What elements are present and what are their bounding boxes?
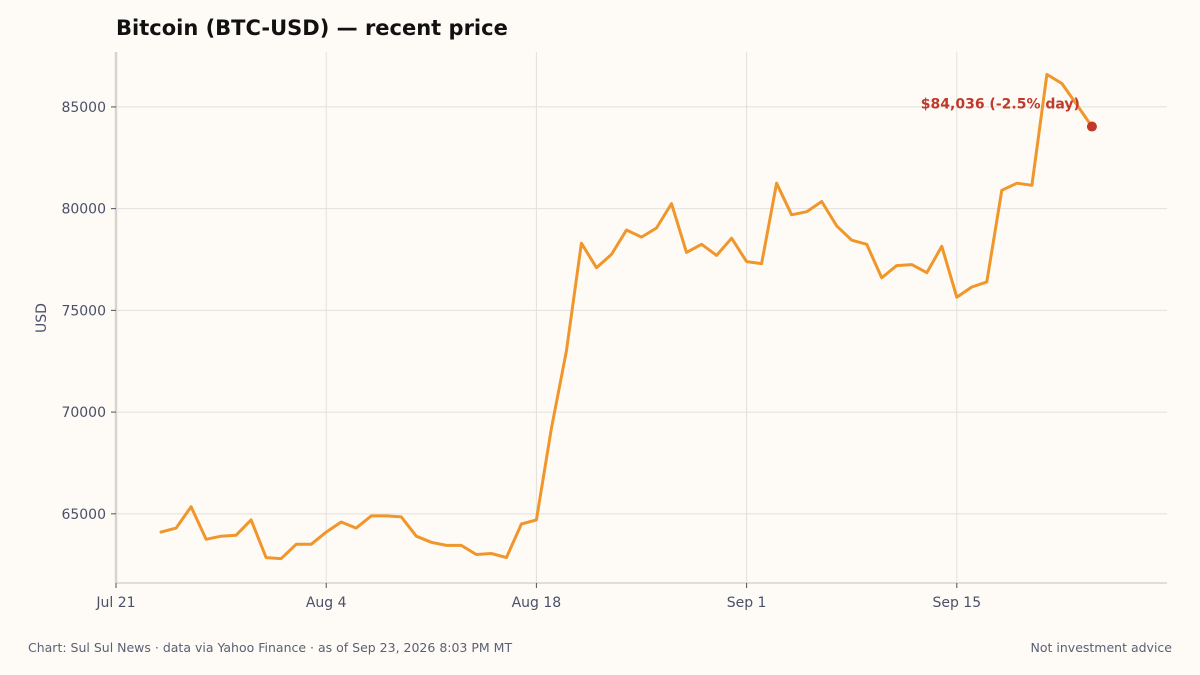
y-axis-label: USD: [34, 303, 50, 333]
price-line: [159, 72, 1094, 561]
chart-title: Bitcoin (BTC-USD) — recent price: [116, 16, 508, 40]
footer-source: Chart: Sul Sul News · data via Yahoo Fin…: [28, 640, 513, 655]
y-tick-label: 65000: [61, 507, 106, 523]
x-tick-label: Sep 1: [727, 595, 767, 611]
y-tick-label: 85000: [61, 100, 106, 116]
y-tick-label: 80000: [61, 202, 106, 218]
x-tick-label: Jul 21: [95, 595, 135, 611]
x-tick-label: Aug 18: [512, 595, 562, 611]
axes: [114, 52, 1167, 584]
series-group: [159, 72, 1097, 561]
last-price-marker: [1086, 121, 1097, 132]
x-tick-label: Aug 4: [306, 595, 347, 611]
y-tick-label: 70000: [61, 405, 106, 421]
footer-disclaimer: Not investment advice: [1030, 640, 1172, 655]
x-tick-label: Sep 15: [932, 595, 981, 611]
last-price-annotation: $84,036 (-2.5% day): [921, 97, 1080, 113]
x-axis-ticks: Jul 21 Aug 4 Aug 18 Sep 1 Sep 15: [95, 583, 981, 611]
y-axis-ticks: 65000 70000 75000 80000 85000: [61, 100, 116, 523]
grid-lines: [115, 52, 1167, 583]
y-tick-label: 75000: [61, 303, 106, 319]
